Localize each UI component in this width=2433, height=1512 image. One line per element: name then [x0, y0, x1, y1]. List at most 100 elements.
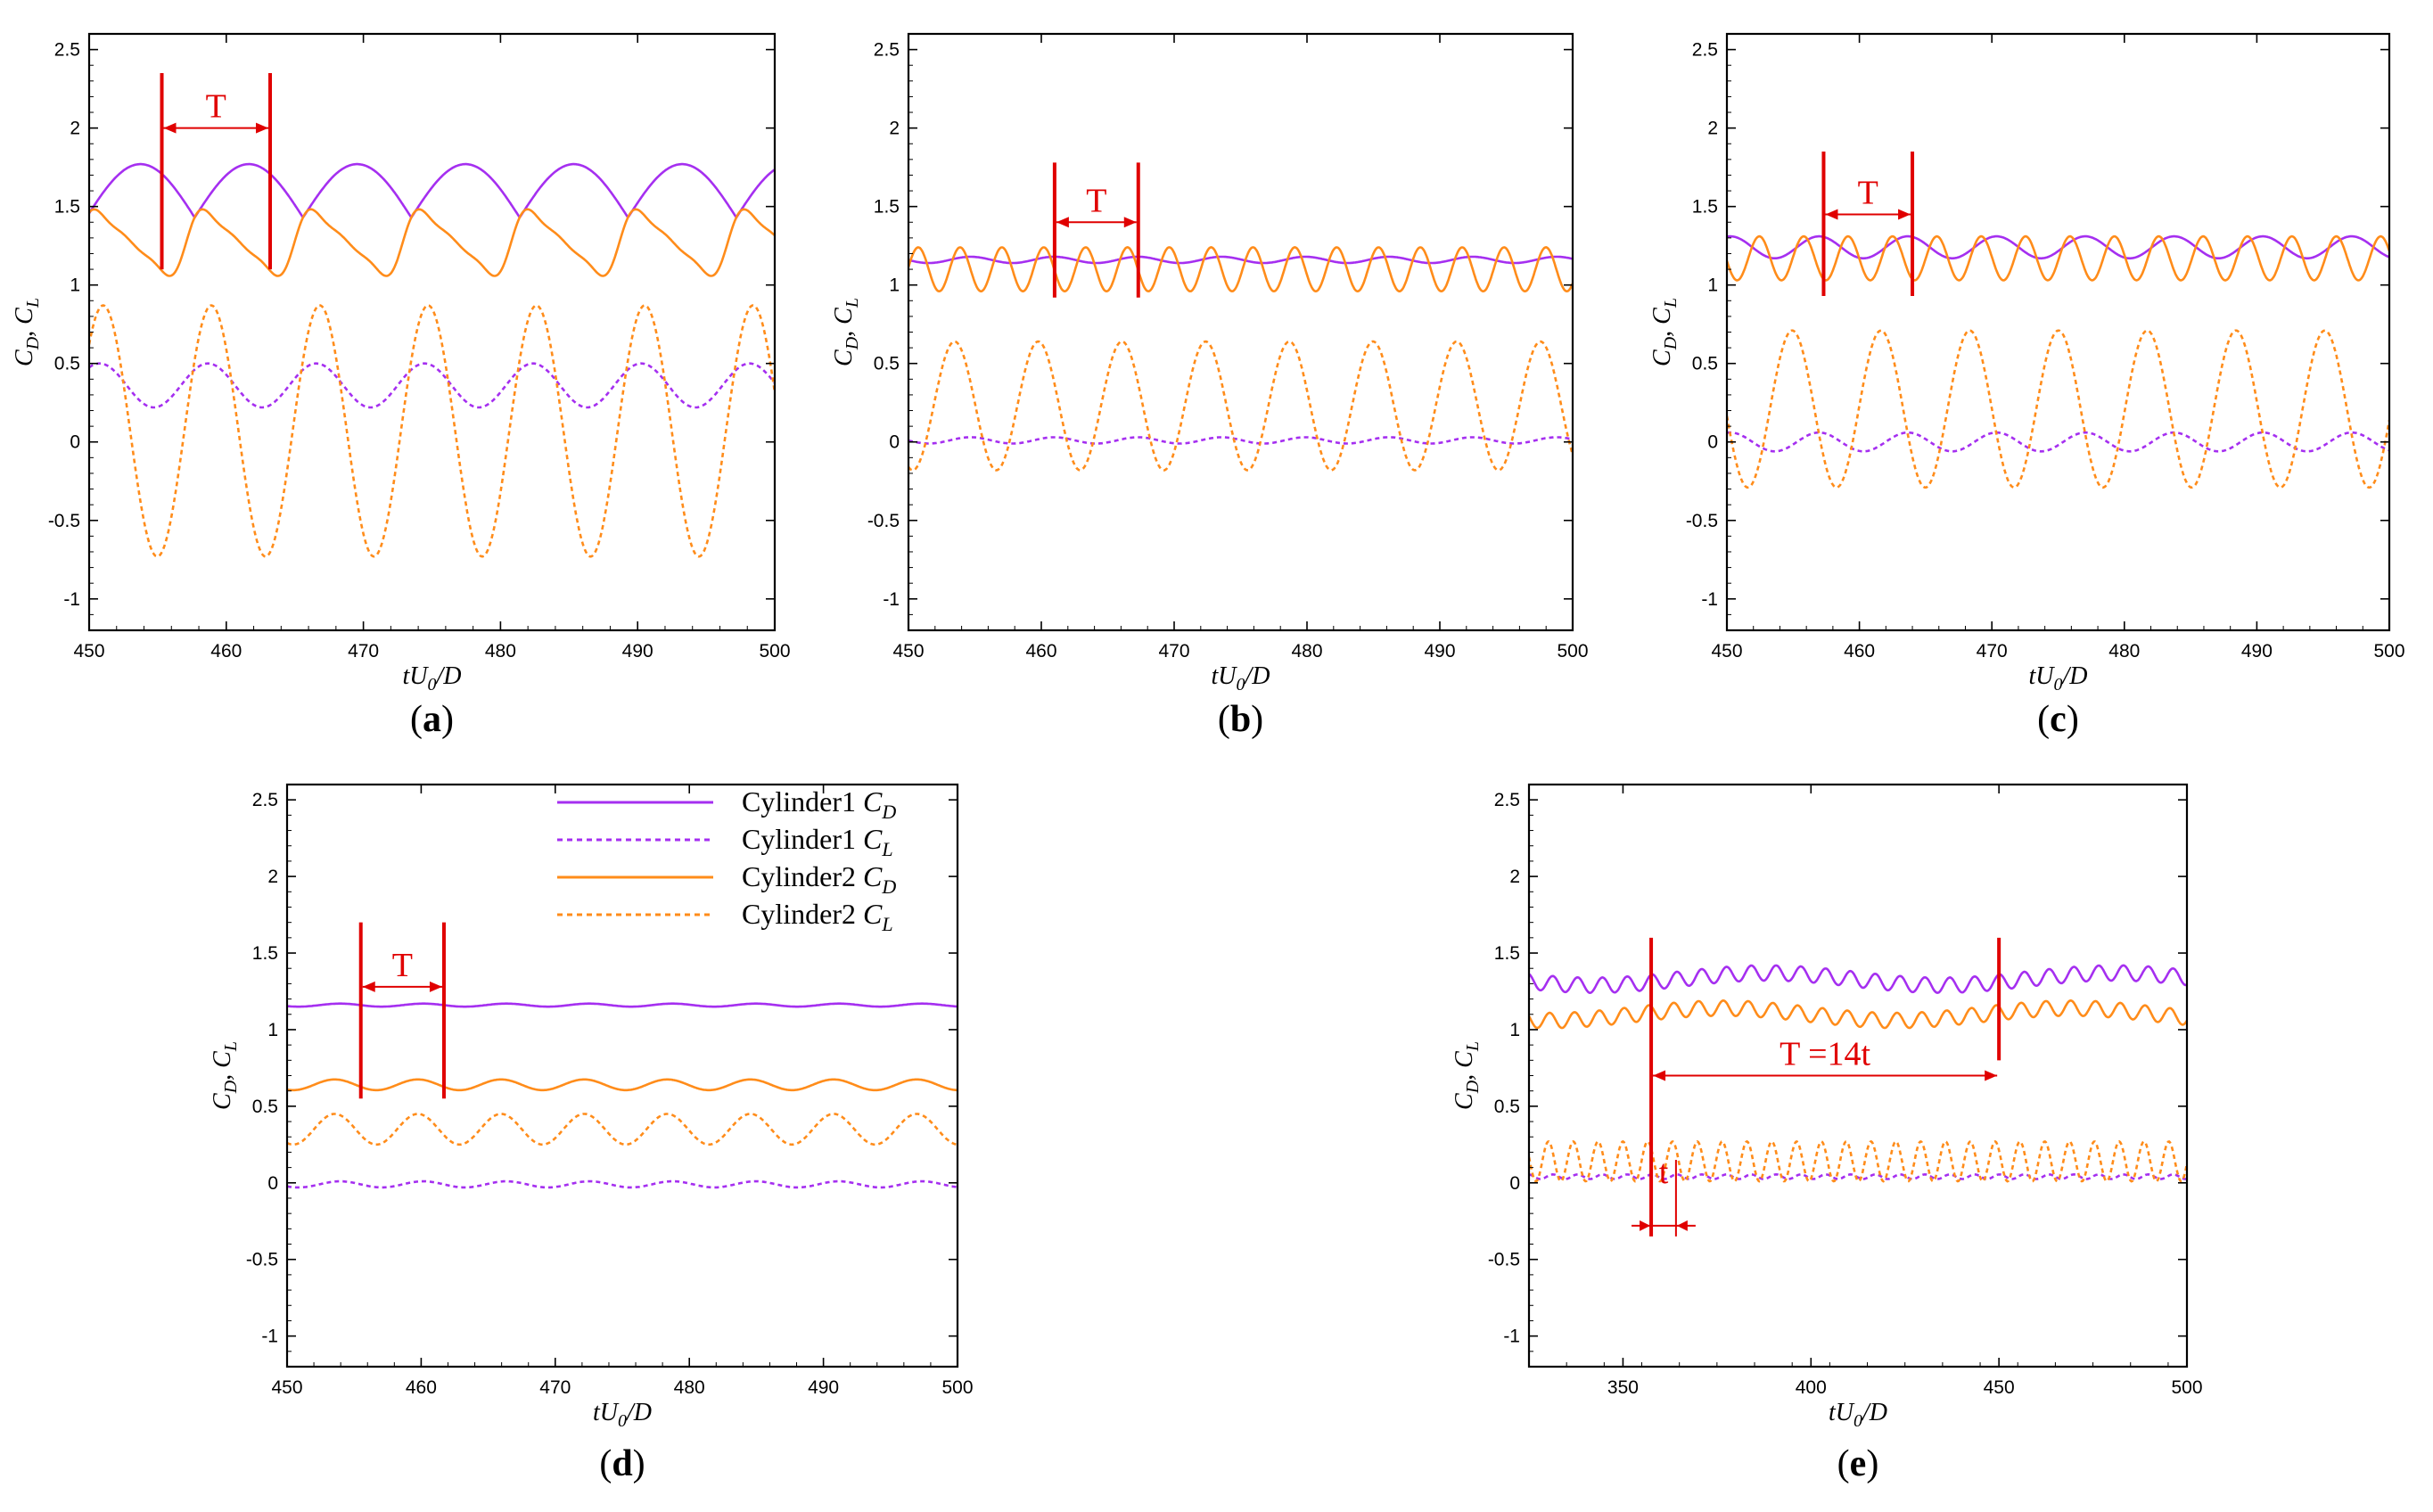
series-line-cylinder2-cl	[287, 1113, 958, 1146]
arrow-head	[1123, 217, 1137, 228]
x-tick-label: 500	[759, 641, 790, 662]
y-tick-label: 1.5	[54, 197, 80, 218]
x-tick-label: 470	[348, 641, 379, 662]
chart-panel-a: -1 -0.5 0 0.5 1 1.5 2 2.5 450 460 470 480 490 500 tU0/…	[11, 32, 791, 740]
x-tick-label: 500	[941, 1377, 973, 1398]
arrow-head	[256, 122, 269, 134]
y-tick-label: 0	[889, 432, 900, 453]
y-tick-label: 1.5	[252, 943, 278, 964]
series-line-cylinder2-cl	[908, 340, 1573, 472]
series-line-cylinder1-cd	[1727, 234, 2389, 260]
x-tick-label: 500	[2171, 1377, 2202, 1398]
y-tick-label: -0.5	[246, 1250, 278, 1270]
period-annotation: T	[358, 922, 446, 1099]
legend-item: Cylinder2 CL	[557, 898, 893, 935]
series-line-cylinder2-cd	[1727, 234, 2389, 282]
arrow-head	[1640, 1220, 1651, 1231]
y-tick-label: 0	[1509, 1173, 1520, 1194]
arrow-head	[1825, 209, 1838, 220]
x-tick-label: 480	[1291, 641, 1322, 662]
y-tick-label: 2	[1509, 867, 1520, 887]
y-tick-label: 0	[70, 432, 80, 453]
y-axis-label: CD, CL	[1451, 1041, 1483, 1110]
series-line-cylinder2-cl	[89, 304, 775, 558]
y-tick-label: -1	[1701, 589, 1718, 610]
period-label: T	[1086, 182, 1106, 219]
chart-panel-b: -1 -0.5 0 0.5 1 1.5 2 2.5 450 460 470 480 490 500 tU0/…	[830, 32, 1589, 740]
arrow-head	[1676, 1220, 1688, 1231]
x-axis-label: tU0/D	[2029, 662, 2088, 694]
y-tick-label: 2.5	[54, 40, 80, 61]
period-label: T	[392, 947, 413, 984]
panel-label: (e)	[1837, 1443, 1879, 1484]
series-line-cylinder1-cl	[287, 1179, 958, 1189]
y-tick-label: 1	[889, 275, 900, 296]
period-annotation: T =14t	[1649, 937, 2001, 1237]
y-tick-label: -0.5	[48, 511, 80, 531]
x-tick-label: 450	[271, 1377, 302, 1398]
x-tick-label: 490	[622, 641, 653, 662]
arrow-head	[429, 981, 442, 992]
series-line-cylinder1-cd	[89, 162, 775, 220]
y-tick-label: 0.5	[252, 1097, 278, 1117]
y-tick-label: -0.5	[867, 511, 900, 531]
period-label: T	[1858, 174, 1878, 211]
y-tick-label: 2.5	[1494, 790, 1520, 810]
plot-frame	[87, 32, 777, 632]
series-line-cylinder2-cl	[1529, 1139, 2187, 1183]
x-tick-label: 490	[2241, 641, 2273, 662]
period-annotation: T	[1821, 152, 1915, 297]
y-tick-label: 2	[267, 867, 278, 887]
x-tick-label: 480	[2108, 641, 2140, 662]
x-tick-label: 480	[674, 1377, 705, 1398]
x-tick-label: 450	[73, 641, 104, 662]
period-annotation: t	[1632, 1154, 1696, 1237]
x-tick-label: 460	[1844, 641, 1875, 662]
period-label: T =14t	[1780, 1036, 1870, 1073]
panel-label: (c)	[2037, 699, 2079, 740]
y-axis-label: CD, CL	[1648, 298, 1681, 366]
x-tick-label: 490	[1424, 641, 1455, 662]
y-tick-label: 0.5	[1494, 1097, 1520, 1117]
panel-label: (d)	[599, 1443, 645, 1484]
chart-panels: -1 -0.5 0 0.5 1 1.5 2 2.5 450 460 470 480 490 500 tU0/…	[11, 32, 2405, 1484]
y-tick-label: 2	[1707, 119, 1718, 139]
legend-label: Cylinder1 CL	[742, 823, 893, 860]
legend-item: Cylinder2 CD	[557, 860, 896, 898]
arrow-head	[1985, 1070, 1998, 1081]
y-tick-label: -1	[883, 589, 900, 610]
y-tick-label: 0	[267, 1173, 278, 1194]
x-axis-label: tU0/D	[403, 662, 462, 694]
legend-item: Cylinder1 CD	[557, 785, 896, 823]
y-axis-label: CD, CL	[830, 298, 862, 366]
x-tick-label: 470	[539, 1377, 571, 1398]
y-tick-label: -0.5	[1686, 511, 1718, 531]
panel-label: (a)	[410, 699, 454, 740]
y-tick-label: 1	[1509, 1020, 1520, 1040]
x-axis-label: tU0/D	[1212, 662, 1270, 694]
series-line-cylinder2-cd	[89, 208, 775, 277]
legend-label: Cylinder2 CD	[742, 860, 896, 898]
y-tick-label: 1.5	[1692, 197, 1718, 218]
x-tick-label: 450	[892, 641, 924, 662]
panel-label: (b)	[1218, 699, 1263, 740]
x-tick-label: 400	[1796, 1377, 1827, 1398]
y-tick-label: 1.5	[874, 197, 900, 218]
y-tick-label: 2.5	[1692, 40, 1718, 61]
x-tick-label: 500	[1557, 641, 1588, 662]
period-label: t	[1659, 1154, 1669, 1191]
y-tick-label: -1	[1503, 1327, 1520, 1347]
y-tick-label: 2.5	[252, 790, 278, 810]
arrow-head	[362, 981, 375, 992]
chart-panel-d: -1 -0.5 0 0.5 1 1.5 2 2.5 450 460 470 480 490 500 tU0/…	[209, 783, 974, 1484]
series-line-cylinder1-cd	[287, 1002, 958, 1008]
chart-panel-e: -1 -0.5 0 0.5 1 1.5 2 2.5 350 400 450 500 tU0/D CD, C…	[1451, 783, 2203, 1484]
chart-panel-c: -1 -0.5 0 0.5 1 1.5 2 2.5 450 460 470 480 490 500 tU0/…	[1648, 32, 2405, 740]
legend-label: Cylinder2 CL	[742, 898, 893, 935]
arrow-head	[1056, 217, 1069, 228]
y-axis-label: CD, CL	[11, 298, 43, 366]
y-tick-label: 1	[1707, 275, 1718, 296]
y-tick-label: 0.5	[874, 354, 900, 374]
series-line-cylinder2-cd	[287, 1078, 958, 1092]
x-axis-label: tU0/D	[1829, 1399, 1887, 1431]
